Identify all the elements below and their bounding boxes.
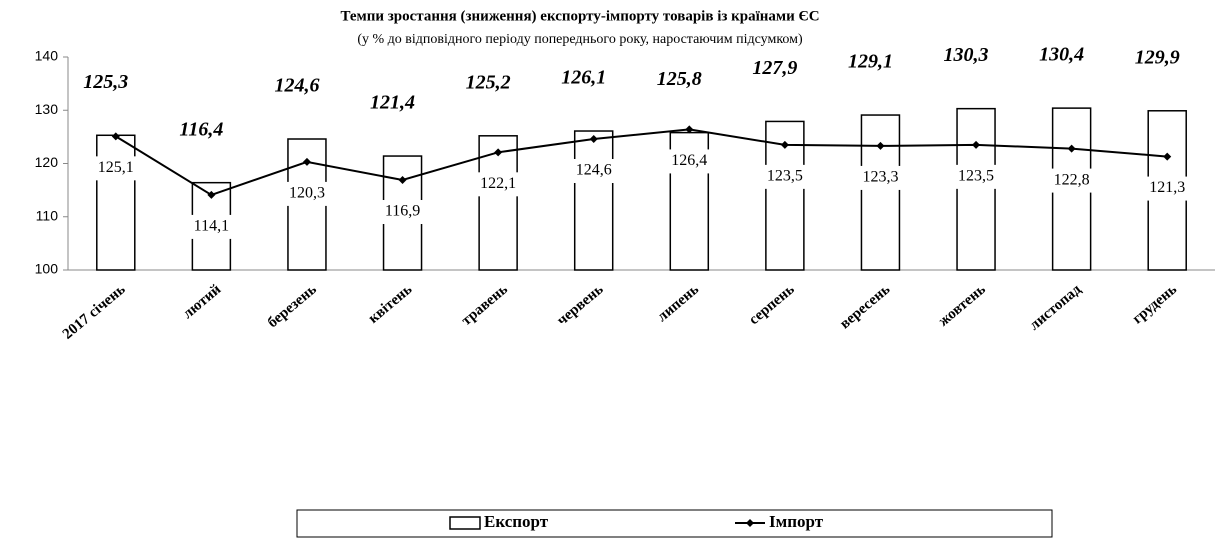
x-tick-label: грудень — [1130, 281, 1180, 327]
bar-value-label: 129,9 — [1135, 46, 1180, 68]
line — [115, 128, 1168, 197]
label-bg — [856, 165, 905, 190]
bar-value-label: 130,4 — [1039, 44, 1084, 66]
label-bg — [1047, 168, 1096, 193]
x-tick-label: жовтень — [936, 281, 989, 329]
bar-value-label: 124,6 — [274, 75, 319, 97]
bar — [956, 107, 996, 271]
y-tick-label: 130 — [35, 101, 59, 117]
chart-subtitle: (у % до відповідного періоду попередньог… — [357, 32, 803, 47]
x-tick-label: березень — [265, 281, 320, 331]
line-value-label: 121,3 — [1149, 179, 1185, 196]
line-marker — [494, 148, 503, 157]
label-bg — [1143, 176, 1192, 201]
line-value-label: 126,4 — [671, 152, 707, 169]
line-marker — [111, 132, 120, 141]
label-bg — [91, 156, 140, 181]
y-tick-label: 100 — [35, 261, 59, 277]
x-tick-label: квітень — [366, 281, 416, 326]
x-tick-label: липень — [654, 281, 702, 325]
line-value-label: 125,1 — [98, 159, 134, 176]
line-value-label: 123,5 — [767, 168, 803, 185]
line-marker — [589, 135, 598, 144]
line-value-label: 124,6 — [576, 162, 612, 179]
bar-value-label: 125,3 — [83, 71, 128, 93]
x-tick-label: листопад — [1027, 281, 1085, 333]
bar-value-label: 127,9 — [752, 57, 797, 79]
line-marker — [780, 140, 789, 149]
label-bg — [952, 164, 1001, 189]
line-value-label: 123,3 — [862, 169, 898, 186]
legend-box — [296, 509, 1053, 538]
x-tick-label: лютий — [180, 281, 225, 322]
line-value-label: 120,3 — [289, 185, 325, 202]
legend-marker — [746, 519, 754, 527]
legend-swatch — [449, 516, 481, 530]
line-value-label: 116,9 — [385, 203, 420, 220]
line-value-label: 114,1 — [194, 218, 229, 235]
line-marker — [1067, 144, 1076, 153]
x-tick-label: вересень — [837, 281, 893, 332]
y-tick-label: 110 — [36, 207, 59, 223]
line-marker — [302, 157, 311, 166]
line-marker — [876, 141, 885, 150]
bar-value-label: 130,3 — [944, 44, 989, 66]
x-tick-label: 2017 січень — [60, 281, 129, 342]
bar-value-label: 125,2 — [466, 71, 511, 93]
line-marker — [1163, 152, 1172, 161]
x-tick-label: червень — [554, 281, 606, 329]
y-tick-label: 120 — [35, 154, 59, 170]
label-bg — [282, 181, 331, 206]
label-bg — [569, 159, 618, 184]
label-bg — [760, 164, 809, 189]
chart-title: Темпи зростання (зниження) експорту-імпо… — [340, 8, 819, 24]
bar-value-label: 129,1 — [848, 51, 893, 73]
line-marker — [398, 176, 407, 185]
bar — [478, 135, 518, 271]
legend-label: Експорт — [484, 512, 549, 531]
line-marker — [207, 190, 216, 199]
line-value-label: 122,8 — [1054, 171, 1090, 188]
line-marker — [685, 125, 694, 134]
x-tick-label: травень — [459, 281, 511, 328]
bar — [573, 130, 614, 271]
line-value-label: 123,5 — [958, 168, 994, 185]
line-marker — [972, 140, 981, 149]
label-bg — [187, 214, 236, 239]
line-value-label: 122,1 — [480, 175, 516, 192]
bar-value-label: 121,4 — [370, 92, 415, 114]
bar-value-label: 125,8 — [657, 68, 702, 90]
bar-value-label: 126,1 — [561, 67, 606, 89]
bar-value-label: 116,4 — [179, 118, 223, 140]
label-bg — [378, 200, 427, 225]
label-bg — [474, 172, 523, 197]
bar — [96, 134, 136, 271]
x-tick-label: серпень — [746, 281, 797, 328]
label-bg — [665, 149, 714, 174]
y-tick-label: 140 — [35, 48, 59, 64]
bar — [860, 114, 901, 271]
legend-label: Імпорт — [769, 512, 824, 531]
